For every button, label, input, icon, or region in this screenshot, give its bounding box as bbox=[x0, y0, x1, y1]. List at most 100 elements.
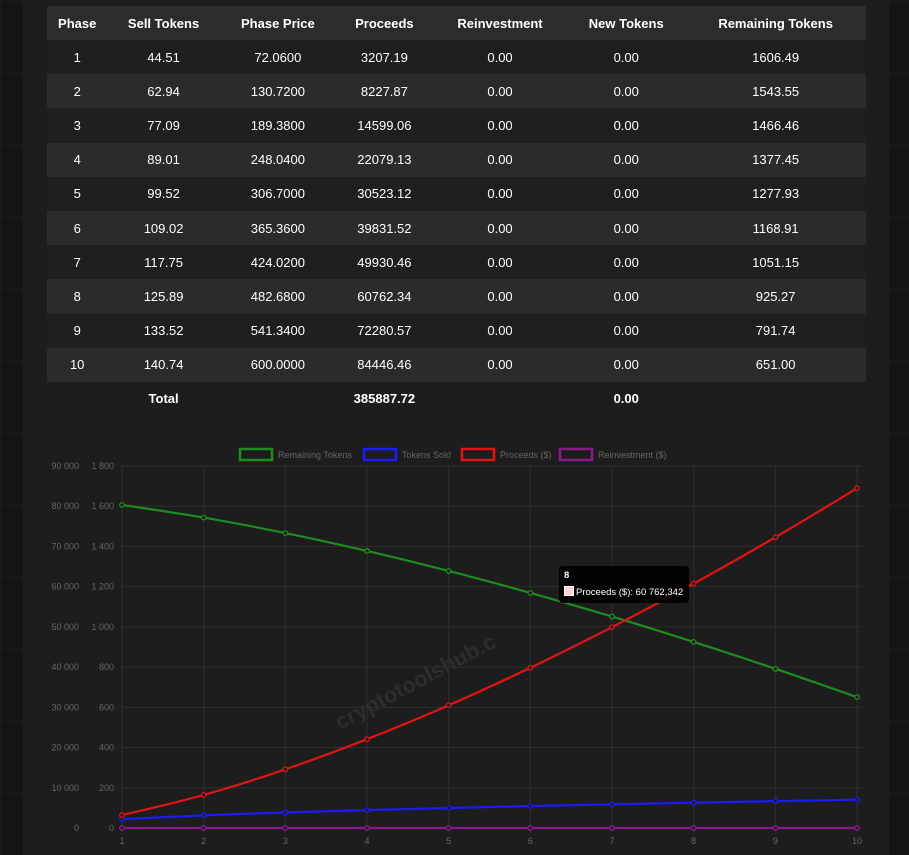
cell-remaining-tokens: 1168.91 bbox=[685, 210, 866, 246]
legend-swatch bbox=[460, 447, 496, 462]
data-point-tokens-sold bbox=[690, 799, 697, 806]
data-point-tokens-sold bbox=[282, 809, 289, 816]
cell-phase-price: 541.3400 bbox=[219, 313, 336, 348]
y-left-tick-label: 60 000 bbox=[51, 582, 79, 592]
legend-label: Reinvestment ($) bbox=[598, 450, 667, 460]
cell-phase: 6 bbox=[47, 210, 108, 246]
data-point-reinvestment bbox=[200, 825, 207, 831]
data-point-remaining-tokens bbox=[609, 613, 615, 620]
y-left-tick-label: 40 000 bbox=[51, 662, 79, 672]
data-point-tokens-sold bbox=[200, 812, 207, 819]
cell-remaining-tokens: 1377.45 bbox=[685, 142, 866, 177]
y-left-tick-label: 0 bbox=[74, 823, 79, 833]
cell-proceeds: 3207.19 bbox=[335, 40, 433, 75]
x-tick-label: 3 bbox=[283, 836, 288, 846]
total-cell-empty bbox=[219, 381, 336, 416]
cell-sell-tokens: 89.01 bbox=[107, 142, 220, 177]
data-point-tokens-sold bbox=[854, 796, 860, 803]
series-line-tokens-sold bbox=[121, 798, 858, 821]
cell-phase-price: 365.3600 bbox=[219, 210, 336, 246]
table-row: 3 77.09 189.3800 14599.06 0.00 0.00 1466.46 bbox=[47, 108, 866, 143]
data-point-proceeds bbox=[119, 812, 125, 819]
cell-phase-price: 600.0000 bbox=[219, 347, 336, 382]
total-cell-empty bbox=[47, 381, 108, 416]
x-tick-label: 6 bbox=[528, 836, 533, 846]
data-point-proceeds bbox=[282, 766, 289, 773]
cell-reinvestment: 0.00 bbox=[432, 313, 568, 348]
data-point-proceeds bbox=[200, 791, 207, 798]
y-left-tick-label: 30 000 bbox=[51, 702, 79, 712]
cell-proceeds: 8227.87 bbox=[335, 74, 433, 109]
data-point-remaining-tokens bbox=[445, 568, 452, 574]
data-point-remaining-tokens bbox=[282, 530, 289, 537]
cell-reinvestment: 0.00 bbox=[432, 176, 568, 211]
phase-table: Phase Sell Tokens Phase Price Proceeds R… bbox=[47, 6, 866, 416]
total-cell-empty bbox=[432, 381, 568, 416]
data-point-reinvestment bbox=[690, 825, 697, 831]
cell-proceeds: 39831.52 bbox=[335, 210, 433, 246]
cell-phase-price: 306.7000 bbox=[219, 176, 336, 211]
total-row: Total 385887.72 0.00 bbox=[47, 381, 866, 416]
data-point-tokens-sold bbox=[445, 805, 452, 811]
data-point-tokens-sold bbox=[527, 803, 534, 810]
cell-new-tokens: 0.00 bbox=[567, 245, 686, 280]
cell-sell-tokens: 99.52 bbox=[107, 176, 220, 211]
tooltip-title: 8 bbox=[564, 570, 570, 581]
data-point-reinvestment bbox=[364, 825, 370, 831]
col-header-proceeds: Proceeds bbox=[335, 6, 433, 40]
cell-sell-tokens: 117.75 bbox=[107, 245, 220, 280]
y-right-tick-label: 0 bbox=[109, 823, 114, 833]
legend-swatch bbox=[238, 447, 274, 462]
cell-remaining-tokens: 1543.55 bbox=[685, 74, 866, 109]
col-header-phase-price: Phase Price bbox=[219, 6, 336, 40]
cell-phase-price: 189.3800 bbox=[219, 108, 336, 143]
data-point-proceeds bbox=[854, 485, 860, 492]
total-new-tokens: 0.00 bbox=[567, 381, 686, 416]
data-point-proceeds bbox=[364, 736, 370, 743]
table-row: 6 109.02 365.3600 39831.52 0.00 0.00 1168.91 bbox=[47, 210, 866, 246]
chart-tooltip: 8 Proceeds ($): 60 762,342 bbox=[559, 566, 689, 603]
cell-new-tokens: 0.00 bbox=[567, 40, 686, 75]
cell-proceeds: 49930.46 bbox=[335, 245, 433, 280]
table-row: 10 140.74 600.0000 84446.46 0.00 0.00 651.00 bbox=[47, 347, 866, 382]
data-point-tokens-sold bbox=[772, 798, 779, 805]
cell-phase-price: 248.0400 bbox=[219, 142, 336, 177]
cell-new-tokens: 0.00 bbox=[567, 108, 686, 143]
cell-sell-tokens: 140.74 bbox=[107, 347, 220, 382]
cell-proceeds: 72280.57 bbox=[335, 313, 433, 348]
cell-new-tokens: 0.00 bbox=[567, 142, 686, 177]
cell-phase: 1 bbox=[47, 40, 108, 75]
cell-sell-tokens: 77.09 bbox=[107, 108, 220, 143]
y-left-tick-label: 70 000 bbox=[51, 541, 79, 551]
data-point-reinvestment bbox=[854, 825, 860, 831]
cell-phase: 3 bbox=[47, 108, 108, 143]
cell-new-tokens: 0.00 bbox=[567, 74, 686, 109]
data-point-remaining-tokens bbox=[119, 501, 125, 508]
data-point-reinvestment bbox=[445, 825, 452, 831]
cell-proceeds: 30523.12 bbox=[335, 176, 433, 211]
y-right-tick-label: 800 bbox=[99, 662, 114, 672]
cell-reinvestment: 0.00 bbox=[432, 210, 568, 246]
total-proceeds: 385887.72 bbox=[335, 381, 433, 416]
table-body: 1 44.51 72.0600 3207.19 0.00 0.00 1606.49 2 62.9… bbox=[47, 40, 866, 382]
cell-proceeds: 60762.34 bbox=[335, 279, 433, 314]
x-tick-label: 7 bbox=[609, 836, 614, 846]
cell-reinvestment: 0.00 bbox=[432, 108, 568, 143]
cell-phase-price: 72.0600 bbox=[219, 40, 336, 75]
x-tick-label: 2 bbox=[201, 836, 206, 846]
data-point-remaining-tokens bbox=[772, 665, 779, 672]
cell-reinvestment: 0.00 bbox=[432, 347, 568, 382]
cell-new-tokens: 0.00 bbox=[567, 347, 686, 382]
data-point-tokens-sold bbox=[609, 801, 615, 808]
data-point-reinvestment bbox=[119, 825, 125, 831]
cell-reinvestment: 0.00 bbox=[432, 74, 568, 109]
y-right-tick-label: 1 600 bbox=[91, 501, 114, 511]
data-point-proceeds bbox=[772, 534, 779, 541]
cell-phase: 5 bbox=[47, 176, 108, 211]
col-header-reinvestment: Reinvestment bbox=[432, 6, 568, 40]
cell-new-tokens: 0.00 bbox=[567, 313, 686, 348]
cell-sell-tokens: 44.51 bbox=[107, 40, 220, 75]
cell-reinvestment: 0.00 bbox=[432, 142, 568, 177]
table-header-row: Phase Sell Tokens Phase Price Proceeds R… bbox=[47, 6, 866, 40]
table-row: 7 117.75 424.0200 49930.46 0.00 0.00 1051.15 bbox=[47, 245, 866, 280]
